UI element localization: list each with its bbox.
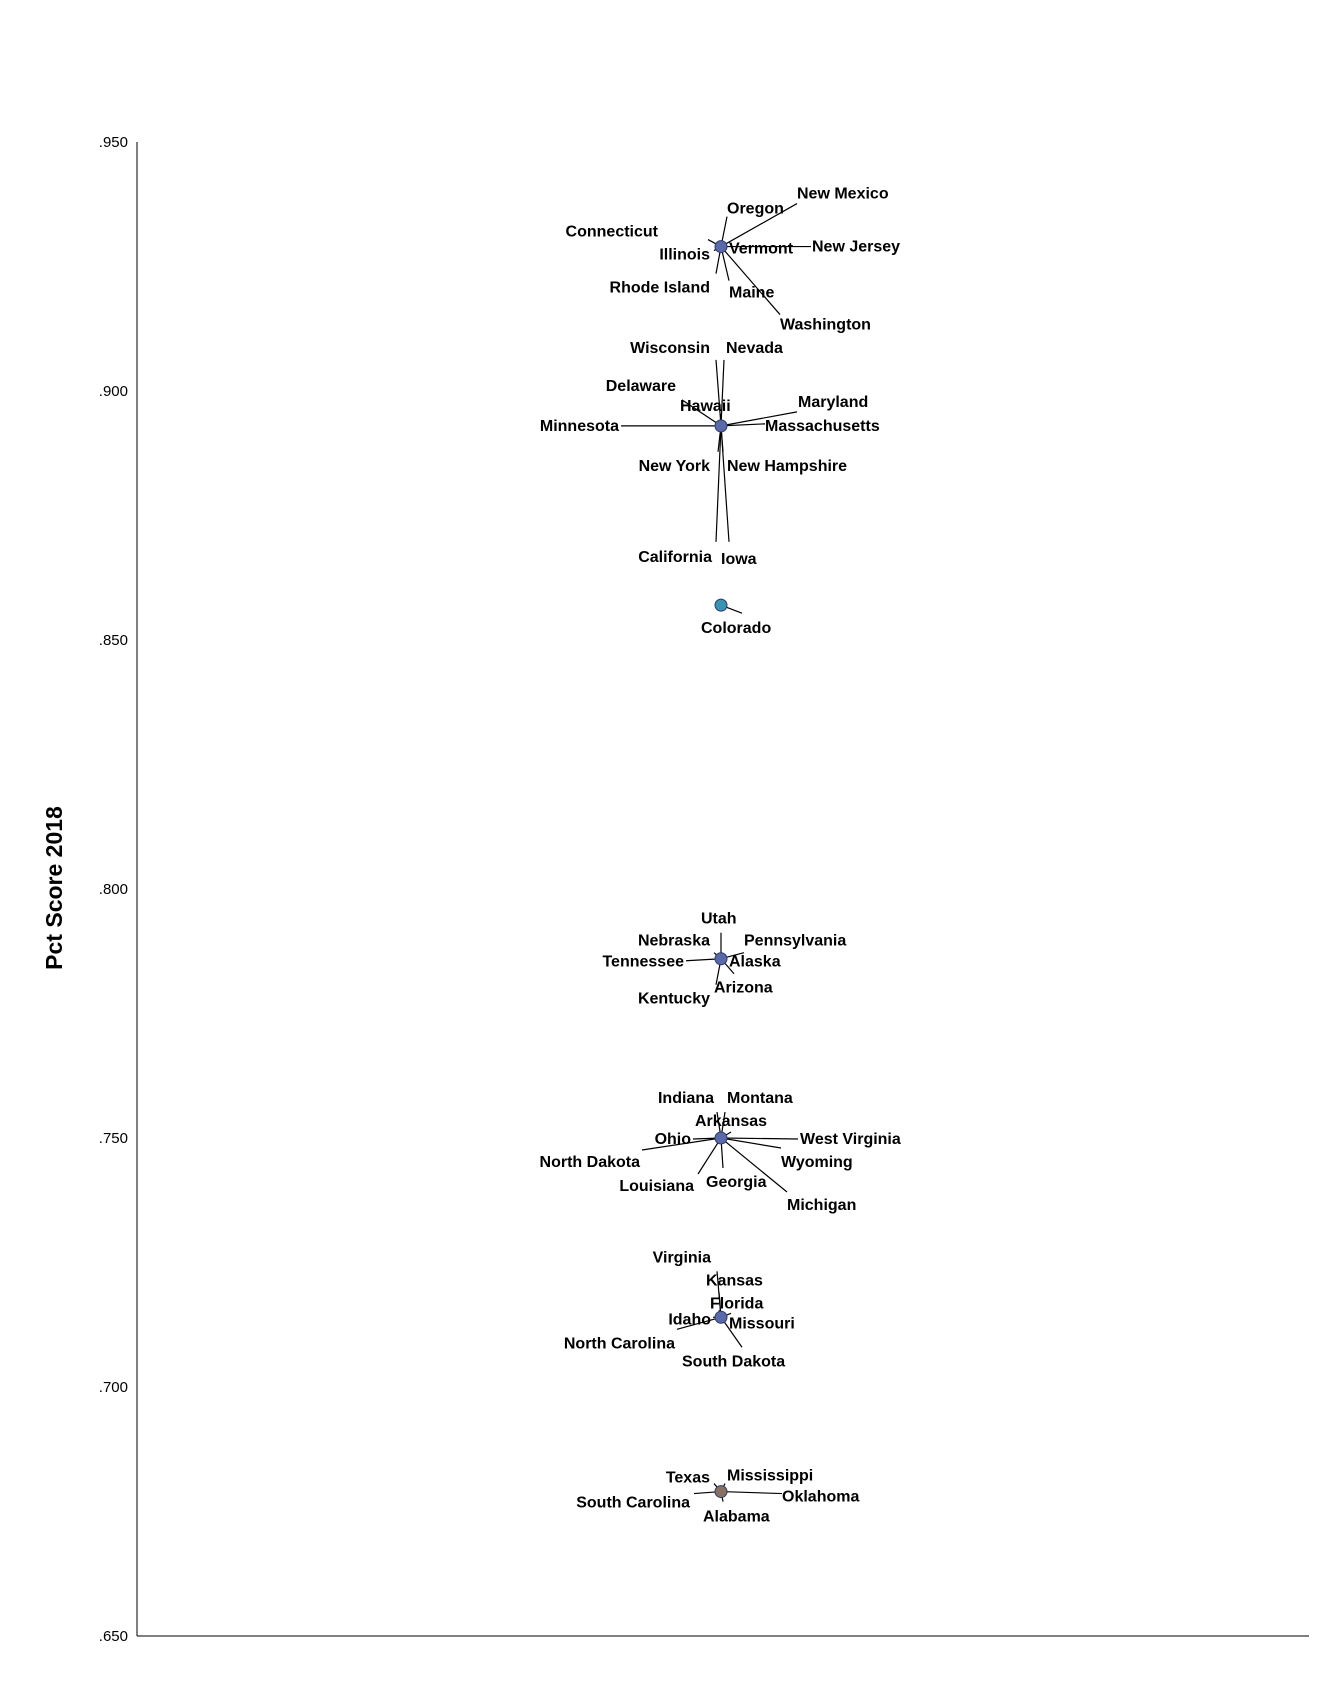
state-label: Iowa <box>721 551 757 568</box>
state-label: Rhode Island <box>610 280 710 297</box>
state-label: Minnesota <box>540 418 619 435</box>
y-tick-label: .650 <box>99 1628 128 1645</box>
state-label: Idaho <box>668 1311 711 1328</box>
leader-line <box>720 1137 799 1140</box>
leader-line <box>720 425 730 542</box>
data-point <box>714 1310 728 1324</box>
state-label: Massachusetts <box>765 418 880 435</box>
state-label: Delaware <box>606 378 676 395</box>
state-label: Connecticut <box>566 224 659 241</box>
state-label: Indiana <box>658 1090 714 1107</box>
data-point <box>714 598 728 612</box>
state-label: Alabama <box>703 1509 770 1526</box>
leader-line <box>676 1316 722 1330</box>
state-label: North Carolina <box>564 1335 675 1352</box>
state-label: New York <box>639 458 711 475</box>
y-axis-title: Pct Score 2018 <box>41 806 67 970</box>
leader-line <box>720 203 798 248</box>
state-label: Arizona <box>714 980 773 997</box>
state-label: Utah <box>701 911 737 928</box>
state-label: Wyoming <box>781 1154 853 1171</box>
state-label: Montana <box>727 1090 793 1107</box>
state-label: Ohio <box>655 1131 692 1148</box>
data-point <box>714 419 728 433</box>
state-label: South Dakota <box>682 1353 785 1370</box>
data-point <box>714 1131 728 1145</box>
state-label: Maine <box>729 285 774 302</box>
y-tick-label: .800 <box>99 881 128 898</box>
state-label: Alaska <box>729 954 781 971</box>
state-label: Oklahoma <box>782 1489 859 1506</box>
data-point <box>714 952 728 966</box>
state-label: New Jersey <box>812 239 900 256</box>
state-label: Oregon <box>727 201 784 218</box>
state-label: Mississippi <box>727 1468 813 1485</box>
leader-line <box>697 1137 722 1175</box>
data-point <box>714 240 728 254</box>
leader-line <box>715 359 722 426</box>
leader-line <box>720 246 781 315</box>
leader-line <box>720 1490 783 1495</box>
data-point <box>714 1485 728 1499</box>
state-label: Texas <box>666 1470 710 1487</box>
state-label: Georgia <box>706 1174 767 1191</box>
state-label: West Virginia <box>800 1131 901 1148</box>
axes <box>136 142 1309 1637</box>
state-label: South Carolina <box>576 1495 690 1512</box>
state-label: Arkansas <box>695 1113 767 1130</box>
y-tick-label: .900 <box>99 383 128 400</box>
state-label: Nebraska <box>638 933 710 950</box>
state-label: Wisconsin <box>630 340 710 357</box>
state-label: Illinois <box>659 247 710 264</box>
state-label: Hawaii <box>680 398 731 415</box>
state-label: Colorado <box>701 620 771 637</box>
state-label: Washington <box>780 317 871 334</box>
y-tick-label: .850 <box>99 632 128 649</box>
y-tick-label: .700 <box>99 1379 128 1396</box>
y-tick-label: .950 <box>99 134 128 151</box>
leader-line <box>715 425 722 542</box>
leader-line <box>720 1137 788 1193</box>
leader-line <box>720 423 766 427</box>
state-label: Nevada <box>726 340 783 357</box>
state-label: New Hampshire <box>727 458 847 475</box>
state-label: Kansas <box>706 1272 763 1289</box>
state-label: Virginia <box>653 1249 711 1266</box>
state-label: California <box>638 549 712 566</box>
state-label: Pennsylvania <box>744 933 846 950</box>
state-label: Maryland <box>798 394 868 411</box>
leader-line <box>720 411 798 427</box>
state-label: Kentucky <box>638 991 710 1008</box>
state-label: Tennessee <box>602 954 684 971</box>
leader-line <box>720 1137 782 1149</box>
state-label: New Mexico <box>797 186 889 203</box>
state-label: Louisiana <box>619 1178 694 1195</box>
state-label: Missouri <box>729 1315 795 1332</box>
state-label: North Dakota <box>540 1154 641 1171</box>
state-label: Michigan <box>787 1197 856 1214</box>
state-label: Florida <box>710 1295 763 1312</box>
leader-line <box>641 1137 722 1151</box>
data-points <box>714 240 728 1499</box>
y-tick-label: .750 <box>99 1130 128 1147</box>
leader-line <box>681 399 722 427</box>
y-tick-labels: .950 .900 .850 .800 .750 .700 .650 <box>99 134 128 1645</box>
state-label: Vermont <box>729 241 794 258</box>
